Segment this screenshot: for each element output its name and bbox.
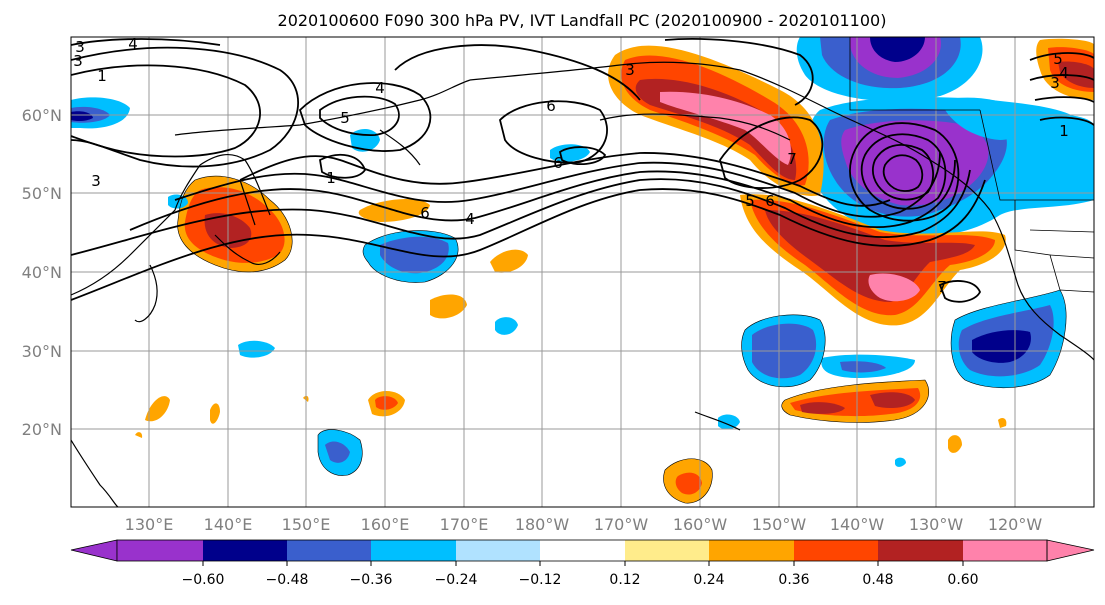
contour-labels: 4 3 1 4 5 6 6 1 3 6 4 6 3 5 7 3 5 4 3 1 <box>73 35 1069 296</box>
lon-label: 170°W <box>594 515 649 534</box>
lat-label: 20°N <box>22 420 62 439</box>
lat-label: 50°N <box>22 184 62 203</box>
contour-label: 4 <box>375 79 385 97</box>
colorbar-frame <box>116 539 1048 562</box>
colorbar-tick-label: −0.36 <box>350 572 393 588</box>
lon-label: 130°E <box>125 515 174 534</box>
lon-label: 160°E <box>361 515 410 534</box>
colorbar-swatch <box>203 540 287 561</box>
colorbar-swatch <box>709 540 794 561</box>
lon-label: 150°W <box>752 515 807 534</box>
colorbar-tick-label: −0.60 <box>182 572 225 588</box>
contour-label: 6 <box>420 204 430 222</box>
colorbar-swatch <box>117 540 203 561</box>
colorbar-swatch <box>371 540 456 561</box>
contour-label: 4 <box>1059 64 1069 82</box>
contour-label: 5 <box>745 192 755 210</box>
contour-label: 6 <box>553 154 563 172</box>
contour-label: 3 <box>91 172 101 190</box>
lon-label: 140°W <box>830 515 885 534</box>
contour-label: 5 <box>340 109 350 127</box>
lon-label: 180°W <box>515 515 570 534</box>
lon-label: 150°E <box>282 515 331 534</box>
negative-anomaly-small <box>71 97 1067 476</box>
lon-label: 160°W <box>673 515 728 534</box>
contour-label: 3 <box>73 52 83 70</box>
colorbar-tick-label: −0.48 <box>266 572 309 588</box>
colorbar: −0.60 −0.48 −0.36 −0.24 −0.12 0.12 0.24 … <box>70 539 1095 588</box>
lon-label: 120°W <box>988 515 1043 534</box>
colorbar-tick-label: 0.60 <box>947 572 978 588</box>
contour-label: 6 <box>765 192 775 210</box>
contour-label: 3 <box>1050 74 1060 92</box>
colorbar-tick-label: −0.12 <box>519 572 562 588</box>
contour-label: 3 <box>625 61 635 79</box>
lat-label: 60°N <box>22 106 62 125</box>
political-borders <box>849 37 1094 293</box>
contour-label: 3 <box>75 38 85 56</box>
colorbar-tick-label: 0.12 <box>609 572 640 588</box>
colorbar-extend-high <box>1046 539 1095 562</box>
colorbar-ticks <box>202 561 964 566</box>
colorbar-tick-labels: −0.60 −0.48 −0.36 −0.24 −0.12 0.12 0.24 … <box>182 572 979 588</box>
colorbar-tick-label: 0.48 <box>862 572 893 588</box>
contour-label: 5 <box>1053 50 1063 68</box>
latitude-labels: 60°N 50°N 40°N 30°N 20°N <box>22 106 62 439</box>
contour-label: 6 <box>546 97 556 115</box>
map-frame <box>70 36 1095 508</box>
contour-label: 4 <box>128 35 138 53</box>
contour-label: 1 <box>97 67 107 85</box>
contour-label: 1 <box>326 169 336 187</box>
figure-title: 2020100600 F090 300 hPa PV, IVT Landfall… <box>278 11 887 30</box>
colorbar-tick-label: 0.36 <box>778 572 809 588</box>
colorbar-swatch <box>287 540 371 561</box>
contour-label: 7 <box>787 150 797 168</box>
colorbar-swatch <box>625 540 709 561</box>
colorbar-swatch <box>456 540 540 561</box>
colorbar-tick-label: −0.24 <box>435 572 478 588</box>
colorbar-swatch <box>794 540 878 561</box>
lon-label: 130°W <box>909 515 964 534</box>
lon-label: 170°E <box>440 515 489 534</box>
colorbar-swatch <box>540 540 625 561</box>
pv-contours <box>71 38 1094 303</box>
positive-anomaly-gulf-of-alaska <box>608 45 824 196</box>
colorbar-extend-low <box>70 539 118 562</box>
colorbar-swatch <box>963 540 1047 561</box>
lat-label: 40°N <box>22 263 62 282</box>
longitude-labels: 130°E 140°E 150°E 160°E 170°E 180°W 170°… <box>125 515 1043 534</box>
contour-label: 1 <box>1059 122 1069 140</box>
colorbar-swatch <box>878 540 963 561</box>
shaded-field: 4 3 1 4 5 6 6 1 3 6 4 6 3 5 7 3 5 4 3 1 <box>71 35 1094 507</box>
contour-label: 7 <box>937 278 947 296</box>
lat-label: 30°N <box>22 342 62 361</box>
map-panel: 4 3 1 4 5 6 6 1 3 6 4 6 3 5 7 3 5 4 3 1 <box>70 35 1095 508</box>
lon-label: 140°E <box>204 515 253 534</box>
contour-label: 4 <box>465 210 475 228</box>
colorbar-tick-label: 0.24 <box>693 572 724 588</box>
